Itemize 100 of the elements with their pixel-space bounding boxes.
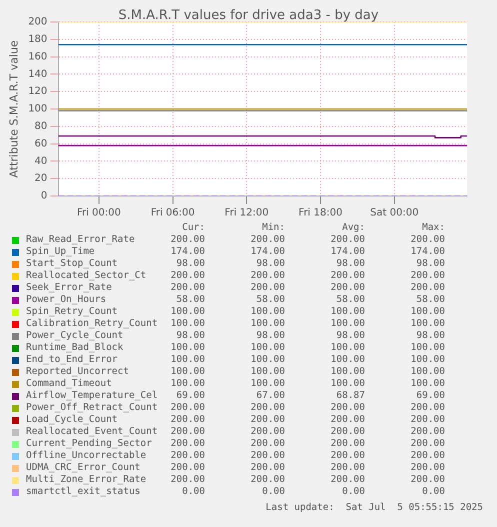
legend-label: Reallocated_Event_Count [26, 426, 158, 438]
text: Cur: [181, 222, 205, 234]
text: 100.00 [170, 306, 205, 318]
text: 200.00 [250, 282, 285, 294]
text: 58.00 [175, 294, 205, 306]
text: 100.00 [330, 318, 365, 330]
y-tick-label: 140 [28, 68, 48, 80]
text: 100.00 [410, 342, 445, 354]
text: 0.00 [261, 486, 285, 498]
text: 200.00 [170, 462, 205, 473]
legend-label: smartctl_exit_status [26, 486, 140, 498]
text: 200.00 [410, 414, 445, 426]
text: 100.00 [170, 378, 205, 390]
legend-label: Seek_Error_Rate [26, 282, 112, 294]
text: 100.00 [330, 354, 365, 366]
text: 58.00 [255, 294, 285, 306]
text: 200.00 [170, 402, 205, 413]
text: 200.00 [410, 234, 445, 246]
text: 200.00 [170, 450, 205, 461]
text: 200.00 [250, 438, 285, 450]
text: 100.00 [250, 306, 285, 318]
text: 200.00 [410, 402, 445, 414]
legend-label: End_to_End_Error [26, 354, 118, 366]
x-tick-label: Fri 18:00 [298, 208, 342, 219]
legend-label: Load_Cycle_Count [26, 414, 118, 426]
text: 100.00 [410, 378, 445, 390]
text: 174.00 [170, 246, 205, 258]
text: 67.00 [255, 390, 285, 402]
text: 0.00 [182, 486, 205, 497]
chart-title: S.M.A.R.T values for drive ada3 - by day [118, 8, 379, 23]
text: 200.00 [410, 462, 445, 474]
text: 98.00 [175, 258, 205, 270]
text: 200.00 [250, 270, 285, 282]
text: 100.00 [250, 354, 285, 366]
text: 100.00 [170, 354, 205, 366]
text: 68.87 [335, 390, 365, 402]
legend-label: Spin_Up_Time [26, 246, 95, 258]
x-tick-label: Fri 06:00 [150, 208, 195, 219]
y-tick-label: 100 [28, 104, 48, 115]
text: 100.00 [410, 354, 445, 366]
text: 200.00 [330, 402, 365, 414]
legend-label: Current_Pending_Sector [26, 438, 152, 450]
text: 98.00 [415, 258, 445, 270]
text: Avg: [341, 222, 365, 234]
text: 200.00 [330, 474, 365, 486]
text: 200.00 [410, 438, 445, 450]
text: Max: [421, 222, 445, 234]
text: 0.00 [421, 486, 445, 498]
y-tick-label: 80 [34, 120, 48, 132]
text: 100.00 [330, 366, 365, 378]
text: 100.00 [170, 342, 205, 354]
y-axis-title: Attribute S.M.A.R.T value [7, 40, 20, 178]
text: 200.00 [170, 474, 205, 485]
text: 174.00 [250, 246, 285, 258]
legend-label: Power_Off_Retract_Count [26, 402, 158, 414]
x-tick-label: Sat 00:00 [370, 208, 419, 219]
text: 100.00 [410, 306, 445, 318]
y-tick-label: 160 [28, 51, 48, 62]
text: 98.00 [335, 258, 365, 270]
text: 200.00 [330, 462, 365, 474]
legend-label: UDMA_CRC_Error_Count [26, 462, 140, 474]
legend-label: Reallocated_Sector_Ct [26, 270, 146, 282]
text: 98.00 [255, 330, 285, 342]
text: 69.00 [176, 390, 205, 401]
text: 100.00 [410, 318, 445, 330]
x-tick-label: Fri 12:00 [224, 208, 269, 219]
text: 200.00 [410, 474, 445, 486]
text: 100.00 [330, 306, 365, 318]
text: 100.00 [250, 366, 285, 378]
legend-label: Raw_Read_Error_Rate [26, 234, 135, 246]
text: 100.00 [170, 318, 205, 329]
text: Min: [261, 222, 285, 234]
legend-label: Multi_Zone_Error_Rate [26, 474, 146, 486]
text: 100.00 [330, 342, 365, 354]
text: 200.00 [330, 270, 365, 282]
text: 200.00 [410, 426, 445, 438]
text: 200.00 [250, 402, 285, 414]
y-tick-label: 200 [28, 16, 48, 28]
text: 200.00 [330, 438, 365, 450]
text: 100.00 [250, 378, 285, 390]
text: 200.00 [250, 426, 285, 438]
text: 200.00 [330, 234, 365, 246]
y-tick-label: 60 [34, 138, 48, 150]
text: 98.00 [175, 330, 205, 342]
text: 174.00 [330, 246, 365, 258]
text: 100.00 [250, 318, 285, 330]
text: 200.00 [250, 474, 285, 486]
text: 200.00 [410, 270, 445, 282]
text: 174.00 [410, 246, 445, 258]
text: 200.00 [170, 438, 205, 449]
legend-label: Runtime_Bad_Block [26, 342, 124, 354]
text: 200.00 [250, 234, 285, 246]
legend-label: Calibration_Retry_Count [26, 318, 158, 330]
y-tick-label: 20 [34, 173, 48, 184]
text: 200.00 [410, 282, 445, 294]
text: 200.00 [330, 282, 365, 294]
text: 100.00 [410, 366, 445, 378]
text: 200.00 [410, 450, 445, 462]
legend-label: Command_Timeout [26, 378, 112, 390]
text: 200.00 [170, 282, 205, 294]
